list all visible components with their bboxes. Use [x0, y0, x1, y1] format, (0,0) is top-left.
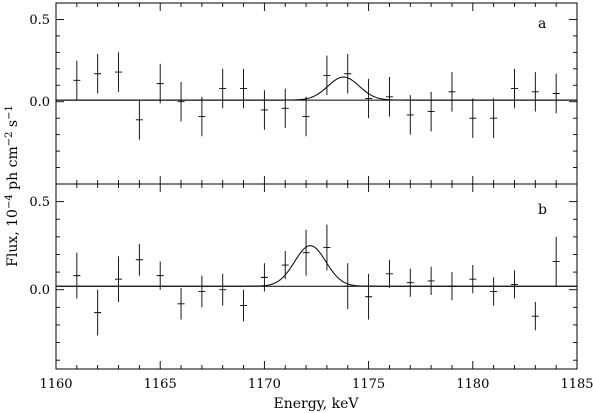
y-axis-title-s: s [5, 120, 21, 132]
y-axis-title-units: ph cm [5, 146, 21, 194]
panel-a-data-point [177, 81, 185, 122]
panel-b-data-point [490, 277, 498, 306]
y-axis-title-main: Flux, 10 [5, 209, 21, 267]
panel-b-data-point [115, 256, 123, 303]
panel-b-frame [55, 183, 578, 370]
x-tick-label: 1160 [39, 377, 72, 392]
panel-a-data-point [115, 52, 123, 92]
panel-b-data-point [156, 261, 164, 290]
panel-a-data-point [198, 96, 206, 137]
panel-a-data-point [365, 78, 373, 119]
x-tick-labels: 1160 1165 1170 1175 1180 1185 [39, 377, 593, 392]
panel-a-data-point [281, 88, 289, 129]
panel-b-data-point [531, 302, 539, 331]
panel-a-frame [55, 2, 578, 185]
panel-b-data-point [281, 250, 289, 280]
x-tick-label: 1180 [456, 377, 489, 392]
panel-b-data-point [406, 268, 414, 297]
panel-b-data-point [323, 224, 331, 271]
panel-a-data-point [156, 63, 164, 104]
panel-b-ticks [55, 183, 578, 369]
panel-a-data-point [240, 68, 248, 109]
panel-a-y-tick-label: 0.5 [29, 13, 50, 28]
panel-b-y-tick-label: 0.0 [29, 283, 50, 298]
y-axis-title-cm-exp: −2 [4, 132, 15, 147]
panel-a-data-point [219, 68, 227, 109]
panel-a: 0.5 0.0 a [29, 2, 578, 185]
panel-b-data-point [427, 266, 435, 295]
x-tick-label: 1185 [560, 377, 593, 392]
y-axis-title-exp: −4 [4, 194, 15, 209]
panel-b-y-tick-label: 0.5 [29, 195, 50, 210]
panel-a-data-point [260, 90, 268, 130]
panel-a-y-tick-labels: 0.5 0.0 [29, 13, 50, 110]
panel-b-data-point [552, 236, 560, 287]
panel-a-data-point [73, 60, 81, 101]
panel-a-data-point [385, 77, 393, 117]
panel-a-data-point [469, 98, 477, 138]
y-axis-title-s-exp: −1 [4, 105, 15, 120]
panel-a-data-point [135, 100, 143, 140]
x-tick-label: 1165 [144, 377, 177, 392]
panel-a-data-point [406, 95, 414, 135]
x-axis-title: Energy, keV [273, 396, 359, 412]
panel-a-data-point [302, 96, 310, 137]
panel-b-data-point [240, 289, 248, 322]
panel-b-data-point [219, 273, 227, 306]
panel-a-data-point [323, 55, 331, 96]
panel-b-data-point [302, 229, 310, 276]
panel-b-data-points [73, 224, 560, 336]
panel-a-line-profile [56, 76, 577, 101]
panel-b-line-profile [56, 245, 577, 287]
panel-a-data-point [490, 98, 498, 138]
panel-b-data-point [177, 287, 185, 320]
panel-b-data-point [94, 289, 102, 336]
panel-a-y-tick-label: 0.0 [29, 95, 50, 110]
panel-b-data-point [469, 265, 477, 294]
y-axis-title: Flux, 10−4 ph cm−2 s−1 [4, 105, 21, 267]
panel-a-data-point [510, 68, 518, 109]
panel-b-data-point [448, 272, 456, 301]
panel-b-data-point [344, 263, 352, 310]
panel-a-data-point [448, 72, 456, 112]
panel-b: 0.5 0.0 b [29, 183, 578, 370]
x-tick-label: 1175 [352, 377, 385, 392]
panel-b-data-point [510, 270, 518, 299]
panel-a-data-point [427, 91, 435, 132]
panel-b-data-point [198, 275, 206, 308]
panel-a-data-point [94, 54, 102, 94]
panel-a-data-point [344, 54, 352, 94]
panel-b-data-point [260, 263, 268, 292]
panel-a-data-point [552, 73, 560, 114]
panel-b-y-tick-labels: 0.5 0.0 [29, 195, 50, 298]
x-tick-label: 1170 [248, 377, 281, 392]
panel-b-data-point [73, 252, 81, 299]
panel-a-data-points [73, 52, 560, 140]
panel-b-data-point [135, 243, 143, 276]
panel-a-ticks [55, 2, 578, 185]
panel-a-letter: a [538, 16, 546, 32]
panel-b-data-point [385, 259, 393, 288]
panel-a-data-point [531, 72, 539, 112]
panel-b-data-point [365, 273, 373, 320]
panel-b-letter: b [538, 202, 547, 218]
